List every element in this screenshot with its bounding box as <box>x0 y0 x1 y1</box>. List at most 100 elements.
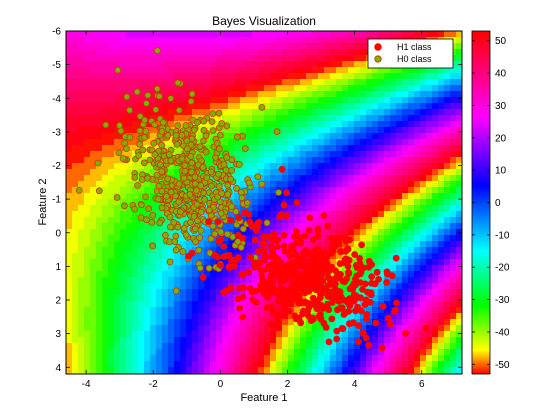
contour-cell <box>114 73 121 80</box>
contour-cell <box>420 91 427 98</box>
contour-cell <box>162 61 169 68</box>
contour-cell <box>408 349 415 356</box>
contour-cell <box>180 217 187 224</box>
contour-cell <box>390 169 397 176</box>
h0-point <box>235 160 243 168</box>
contour-cell <box>246 109 253 116</box>
contour-cell <box>72 265 79 272</box>
contour-cell <box>234 265 241 272</box>
contour-cell <box>438 235 445 242</box>
contour-cell <box>84 31 91 38</box>
contour-cell <box>288 91 295 98</box>
contour-cell <box>342 145 349 152</box>
contour-cell <box>444 187 451 194</box>
contour-cell <box>354 193 361 200</box>
contour-cell <box>264 331 271 338</box>
contour-cell <box>444 325 451 332</box>
contour-cell <box>438 73 445 80</box>
contour-cell <box>180 331 187 338</box>
h1-point <box>365 341 373 349</box>
contour-cell <box>84 217 91 224</box>
contour-cell <box>162 313 169 320</box>
contour-cell <box>90 103 97 110</box>
contour-cell <box>162 109 169 116</box>
h1-point <box>269 284 277 292</box>
contour-cell <box>318 139 325 146</box>
contour-cell <box>402 31 409 38</box>
contour-cell <box>384 151 391 158</box>
h1-point <box>225 251 233 259</box>
h1-point <box>309 236 317 244</box>
contour-cell <box>360 235 367 242</box>
contour-cell <box>168 133 175 140</box>
contour-cell <box>384 247 391 254</box>
contour-cell <box>114 175 121 182</box>
contour-cell <box>252 37 259 44</box>
contour-cell <box>120 73 127 80</box>
contour-cell <box>216 49 223 56</box>
contour-cell <box>408 223 415 230</box>
contour-cell <box>432 301 439 308</box>
contour-cell <box>372 265 379 272</box>
contour-cell <box>306 337 313 344</box>
contour-cell <box>366 247 373 254</box>
contour-cell <box>240 97 247 104</box>
contour-cell <box>84 277 91 284</box>
h0-point <box>135 152 143 159</box>
contour-cell <box>102 331 109 338</box>
contour-cell <box>276 325 283 332</box>
contour-cell <box>66 151 73 158</box>
contour-cell <box>168 43 175 50</box>
contour-cell <box>426 199 433 206</box>
contour-cell <box>312 31 319 38</box>
contour-cell <box>426 271 433 278</box>
contour-cell <box>354 199 361 206</box>
contour-cell <box>288 67 295 74</box>
contour-cell <box>396 313 403 320</box>
h0-point <box>123 145 130 153</box>
contour-cell <box>90 217 97 224</box>
contour-cell <box>222 103 229 110</box>
contour-cell <box>294 43 301 50</box>
y-tick-label: -3 <box>52 127 61 138</box>
contour-cell <box>192 43 199 50</box>
contour-cell <box>264 31 271 38</box>
contour-cell <box>78 139 85 146</box>
contour-cell <box>378 223 385 230</box>
contour-cell <box>456 283 462 290</box>
contour-cell <box>390 343 397 350</box>
contour-cell <box>456 91 462 98</box>
contour-cell <box>300 103 307 110</box>
h0-point <box>182 122 190 129</box>
contour-cell <box>354 235 361 242</box>
contour-cell <box>378 115 385 122</box>
h0-point <box>175 180 183 188</box>
contour-cell <box>198 343 205 350</box>
contour-cell <box>282 85 289 92</box>
contour-cell <box>396 343 403 350</box>
contour-cell <box>90 331 97 338</box>
contour-cell <box>216 307 223 314</box>
contour-cell <box>210 91 217 98</box>
contour-cell <box>72 169 79 176</box>
contour-cell <box>138 271 145 278</box>
h0-point <box>139 146 147 154</box>
contour-cell <box>396 331 403 338</box>
contour-cell <box>390 319 397 326</box>
contour-cell <box>294 181 301 188</box>
contour-cell <box>156 277 163 284</box>
contour-cell <box>228 121 235 128</box>
contour-cell <box>132 289 139 296</box>
contour-cell <box>114 295 121 302</box>
contour-cell <box>438 283 445 290</box>
contour-cell <box>366 145 373 152</box>
contour-cell <box>276 97 283 104</box>
contour-cell <box>114 199 121 206</box>
h1-point <box>251 236 259 244</box>
contour-cell <box>390 337 397 344</box>
contour-cell <box>162 301 169 308</box>
contour-cell <box>324 79 331 86</box>
contour-cell <box>138 295 145 302</box>
contour-cell <box>126 151 133 158</box>
contour-cell <box>96 91 103 98</box>
